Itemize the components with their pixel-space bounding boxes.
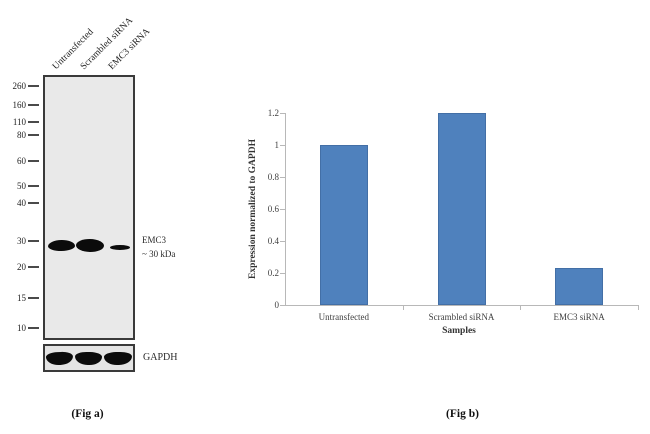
ladder-tick — [28, 160, 39, 162]
ladder-tick — [28, 85, 39, 87]
ladder-tick — [28, 327, 39, 329]
bar-emc3-sirna — [555, 268, 604, 305]
ladder-value-110: 110 — [12, 117, 26, 127]
y-tick-mark — [280, 145, 286, 146]
ladder-value-260: 260 — [12, 81, 27, 91]
x-tick-mark — [638, 306, 639, 310]
ladder-value-10: 10 — [17, 323, 26, 333]
ladder-value-20: 20 — [17, 262, 26, 272]
figure-a-caption: (Fig a) — [71, 408, 104, 420]
target-band-annotation: EMC3 ~ 30 kDa — [142, 234, 175, 261]
y-tick-mark — [280, 241, 286, 242]
ladder-tick — [28, 240, 39, 242]
ladder-value-30: 30 — [17, 236, 26, 246]
bar-untransfected — [319, 145, 368, 305]
ladder-value-40: 40 — [17, 198, 26, 208]
target-molecular-weight: ~ 30 kDa — [142, 248, 176, 259]
x-category-label: EMC3 siRNA — [553, 312, 605, 322]
y-tick-label: 1 — [274, 140, 280, 150]
y-tick-mark — [280, 177, 286, 178]
ladder-value-160: 160 — [12, 100, 27, 110]
ladder-tick — [28, 134, 39, 136]
target-protein-name: EMC3 — [142, 235, 167, 245]
ladder-value-60: 60 — [17, 156, 26, 166]
emc3-band-scrambled-sirna — [75, 238, 105, 253]
figure-b-caption: (Fig b) — [446, 408, 479, 420]
ladder-tick — [28, 121, 39, 123]
y-tick-label: 1.2 — [267, 108, 279, 118]
ladder-tick — [28, 185, 39, 187]
ladder-value-80: 80 — [17, 130, 26, 140]
y-tick-mark — [280, 209, 286, 210]
western-blot-panel — [43, 75, 135, 340]
ladder-tick — [28, 297, 39, 299]
ladder-value-15: 15 — [17, 293, 26, 303]
ladder-tick — [28, 202, 39, 204]
y-tick-label: 0 — [274, 300, 280, 310]
y-tick-label: 0.6 — [267, 204, 279, 214]
ladder-tick — [28, 104, 39, 106]
y-tick-mark — [280, 113, 286, 114]
x-category-label: Scrambled siRNA — [428, 312, 495, 322]
y-tick-mark — [280, 273, 286, 274]
ladder-value-50: 50 — [17, 181, 26, 191]
emc3-band-emc3-sirna — [110, 245, 130, 250]
y-tick-label: 0.4 — [267, 236, 279, 246]
x-tick-mark — [402, 306, 404, 310]
y-tick-label: 0.8 — [267, 172, 279, 182]
x-axis-line — [285, 305, 639, 306]
ladder-tick — [28, 266, 39, 268]
y-tick-mark — [280, 305, 286, 306]
loading-control-label: GAPDH — [143, 352, 178, 363]
x-tick-mark — [520, 306, 522, 310]
y-tick-label: 0.2 — [267, 268, 279, 278]
bar-scrambled-sirna — [437, 113, 486, 305]
x-axis-title: Samples — [442, 326, 476, 336]
x-category-label: Untransfected — [318, 312, 370, 322]
